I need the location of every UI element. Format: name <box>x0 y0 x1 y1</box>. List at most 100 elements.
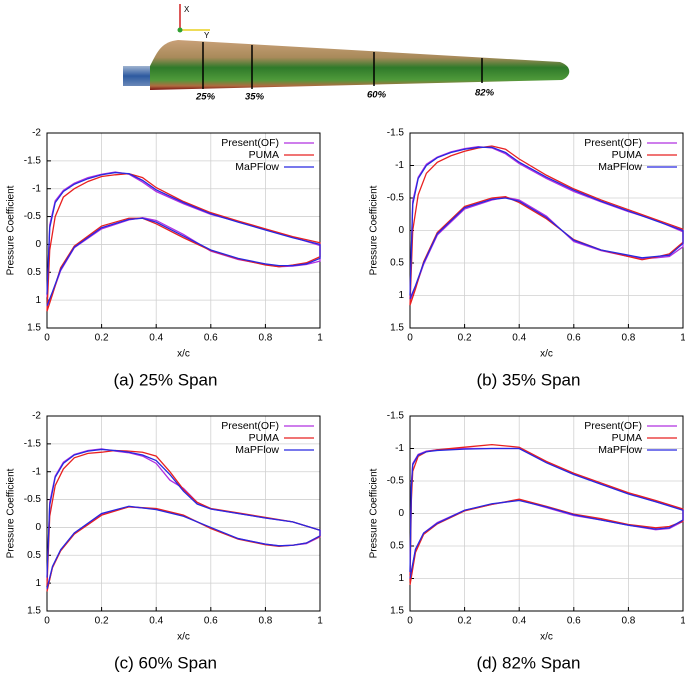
y-axis-label: Pressure Coefficient <box>6 468 17 558</box>
blade-body <box>150 40 570 90</box>
x-tick-label: 1 <box>317 616 323 627</box>
axis-label: X <box>184 5 190 14</box>
y-tick-label: -0.5 <box>387 476 405 487</box>
x-tick-label: 1 <box>680 333 685 344</box>
legend-label: MaPFlow <box>235 444 279 456</box>
y-tick-label: 0.5 <box>390 258 404 269</box>
y-tick-label: -1 <box>32 466 41 477</box>
x-tick-label: 0 <box>44 616 50 627</box>
series-line <box>46 171 321 308</box>
series-line <box>409 447 684 579</box>
y-tick-label: 0 <box>35 522 41 533</box>
series-line <box>46 448 321 589</box>
x-tick-label: 0.8 <box>621 616 635 627</box>
y-tick-label: -1.5 <box>24 438 42 449</box>
y-tick-label: 1.5 <box>27 323 41 334</box>
y-tick-label: 1.5 <box>27 606 41 617</box>
x-tick-label: 0.8 <box>258 616 272 627</box>
legend-label: PUMA <box>612 432 642 444</box>
x-tick-label: 0 <box>407 333 413 344</box>
x-axis-label: x/c <box>177 349 190 360</box>
y-tick-label: 0.5 <box>27 267 41 278</box>
series-line <box>409 146 684 300</box>
y-tick-label: 1.5 <box>390 323 404 334</box>
legend-label: PUMA <box>612 149 642 161</box>
series-line <box>409 145 684 301</box>
y-tick-label: -0.5 <box>24 211 42 222</box>
x-tick-label: 0.6 <box>567 616 581 627</box>
x-axis-label: x/c <box>540 349 553 360</box>
caption: (a) 25% Span <box>114 370 218 389</box>
x-tick-label: 0.6 <box>567 333 581 344</box>
y-tick-label: 0 <box>35 239 41 250</box>
x-tick-label: 0.2 <box>95 616 109 627</box>
blade-diagram: 25% 35% 60% 82% X Y <box>123 4 570 103</box>
x-tick-label: 0.4 <box>512 333 526 344</box>
section-label: 35% <box>245 92 265 103</box>
x-tick-label: 1 <box>680 616 685 627</box>
caption: (c) 60% Span <box>114 653 217 672</box>
y-axis-label: Pressure Coefficient <box>369 185 380 275</box>
legend-label: Present(OF) <box>584 420 642 432</box>
x-tick-label: 0.8 <box>258 333 272 344</box>
section-label: 60% <box>367 90 387 101</box>
y-tick-label: -1.5 <box>387 411 405 422</box>
x-axis-label: x/c <box>177 632 190 643</box>
axis-origin <box>177 27 183 33</box>
y-tick-label: -2 <box>32 128 41 139</box>
series-line <box>409 447 684 580</box>
y-tick-label: -0.5 <box>387 193 405 204</box>
x-tick-label: 0 <box>407 616 413 627</box>
legend-label: PUMA <box>249 149 279 161</box>
x-tick-label: 0.2 <box>95 333 109 344</box>
x-tick-label: 0.6 <box>204 333 218 344</box>
y-tick-label: 1 <box>398 573 404 584</box>
x-tick-label: 0 <box>44 333 50 344</box>
axis-label: Y <box>204 31 210 40</box>
y-tick-label: -1.5 <box>24 155 42 166</box>
x-tick-label: 0.2 <box>458 333 472 344</box>
caption: (d) 82% Span <box>477 653 581 672</box>
y-tick-label: -1 <box>32 183 41 194</box>
x-tick-label: 0.4 <box>149 616 163 627</box>
x-tick-label: 0.4 <box>149 333 163 344</box>
x-tick-label: 0.8 <box>621 333 635 344</box>
x-tick-label: 0.4 <box>512 616 526 627</box>
legend-label: MaPFlow <box>235 161 279 173</box>
caption: (b) 35% Span <box>477 370 581 389</box>
series-line <box>46 173 321 312</box>
legend-label: PUMA <box>249 432 279 444</box>
y-tick-label: 1 <box>398 290 404 301</box>
x-tick-label: 0.6 <box>204 616 218 627</box>
legend-label: MaPFlow <box>598 444 642 456</box>
series-line <box>409 145 684 306</box>
section-label: 25% <box>195 92 216 103</box>
legend-label: MaPFlow <box>598 161 642 173</box>
x-tick-label: 1 <box>317 333 323 344</box>
legend-label: Present(OF) <box>221 137 279 149</box>
y-tick-label: -1 <box>395 443 404 454</box>
y-tick-label: -1 <box>395 160 404 171</box>
y-tick-label: 1 <box>35 295 41 306</box>
y-axis-label: Pressure Coefficient <box>6 185 17 275</box>
x-axis-label: x/c <box>540 632 553 643</box>
y-tick-label: 1 <box>35 578 41 589</box>
y-axis-label: Pressure Coefficient <box>369 468 380 558</box>
y-tick-label: 0 <box>398 508 404 519</box>
y-tick-label: -0.5 <box>24 494 42 505</box>
legend-label: Present(OF) <box>221 420 279 432</box>
section-label: 82% <box>475 88 495 99</box>
plot-frame <box>46 132 321 329</box>
legend-label: Present(OF) <box>584 137 642 149</box>
y-tick-label: 0.5 <box>390 541 404 552</box>
series-line <box>46 171 321 306</box>
y-tick-label: -1.5 <box>387 128 405 139</box>
plot-frame <box>46 415 321 612</box>
series-line <box>409 443 684 586</box>
y-tick-label: 0 <box>398 225 404 236</box>
y-tick-label: 0.5 <box>27 550 41 561</box>
y-tick-label: -2 <box>32 411 41 422</box>
y-tick-label: 1.5 <box>390 606 404 617</box>
x-tick-label: 0.2 <box>458 616 472 627</box>
